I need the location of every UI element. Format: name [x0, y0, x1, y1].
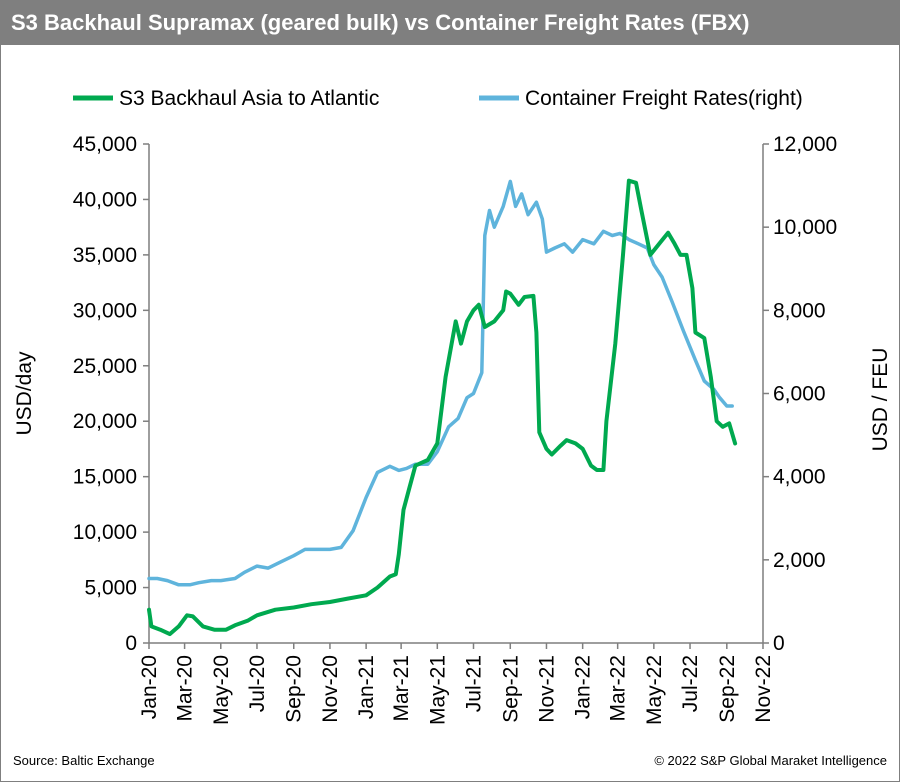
y2-tick-label: 8,000: [773, 299, 826, 322]
y-tick-label: 25,000: [73, 355, 137, 378]
source-note: Source: Baltic Exchange: [13, 753, 155, 768]
y2-tick-label: 12,000: [773, 133, 837, 156]
y-tick-label: 35,000: [73, 244, 137, 267]
series-line-1: [147, 178, 738, 637]
y-tick-label: 20,000: [73, 410, 137, 433]
legend-label-2: Container Freight Rates(right): [525, 87, 803, 110]
y2-tick-label: 10,000: [773, 216, 837, 239]
x-tick-label: Nov-21: [535, 655, 558, 723]
x-tick-label: Mar-22: [607, 655, 630, 722]
x-tick-label: Jan-20: [138, 655, 161, 719]
x-tick-label: Jan-22: [572, 655, 595, 719]
y-tick-label: 40,000: [73, 188, 137, 211]
x-tick-label: Jul-20: [246, 655, 269, 712]
x-tick-label: Sep-22: [716, 655, 739, 723]
x-tick-label: Jul-21: [463, 655, 486, 712]
x-tick-label: Jan-21: [355, 655, 378, 719]
x-tick-label: May-20: [210, 655, 233, 725]
y2-tick-label: 4,000: [773, 466, 826, 489]
y-tick-label: 45,000: [73, 133, 137, 156]
y-tick-label: 10,000: [73, 521, 137, 544]
x-tick-label: Nov-22: [752, 655, 775, 723]
copyright-note: © 2022 S&P Global Maraket Intelligence: [654, 753, 887, 768]
x-tick-label: May-22: [643, 655, 666, 725]
x-tick-label: Mar-21: [390, 655, 413, 722]
chart-title: S3 Backhaul Supramax (geared bulk) vs Co…: [1, 1, 899, 45]
series-line-2: [147, 179, 734, 587]
x-tick-label: Sep-20: [283, 655, 306, 723]
y-tick-label: 5,000: [84, 577, 137, 600]
x-tick-label: Sep-21: [499, 655, 522, 723]
y-tick-label: 15,000: [73, 466, 137, 489]
y-axis-title: USD/day: [13, 351, 36, 436]
y2-tick-label: 0: [773, 632, 785, 655]
y2-tick-label: 2,000: [773, 549, 826, 572]
x-tick-label: Mar-20: [174, 655, 197, 722]
legend-label-1: S3 Backhaul Asia to Atlantic: [119, 87, 379, 110]
y2-tick-label: 6,000: [773, 383, 826, 406]
x-tick-label: May-21: [426, 655, 449, 725]
x-tick-label: Nov-20: [319, 655, 342, 723]
x-tick-label: Jul-22: [679, 655, 702, 712]
y-tick-label: 30,000: [73, 299, 137, 322]
y2-axis-title: USD / FEU: [869, 348, 892, 452]
chart-plot: 0 5,000 10,000 15,000 20,000 25,000 30,000 35,0…: [13, 87, 892, 725]
y-tick-label: 0: [125, 632, 137, 655]
